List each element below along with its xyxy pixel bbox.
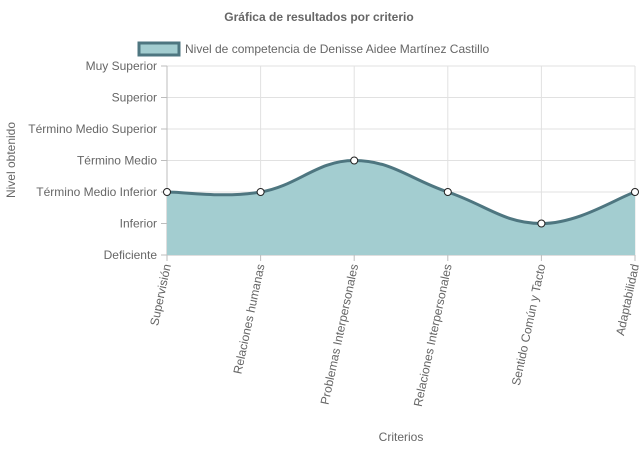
x-tick-label: Relaciones humanas (231, 263, 268, 376)
x-tick-label: Sentido Común y Tacto (509, 262, 549, 386)
legend: Nivel de competencia de Denisse Aidee Ma… (137, 41, 489, 57)
data-point[interactable] (350, 156, 359, 165)
series-area (167, 160, 635, 255)
data-point[interactable] (256, 188, 265, 196)
x-tick-label: Adaptabilidad (613, 263, 639, 337)
x-axis-label: Criterios (379, 430, 424, 444)
legend-swatch (137, 41, 181, 57)
y-tick-label: Término Medio (77, 154, 157, 168)
data-point[interactable] (163, 188, 171, 196)
y-tick-label: Deficiente (104, 248, 158, 262)
x-axis-ticks: Supervisión Relaciones humanas Problemas I… (147, 255, 639, 408)
y-tick-label: Término Medio Superior (28, 122, 157, 136)
y-tick-label: Muy Superior (86, 59, 157, 73)
data-point[interactable] (537, 219, 546, 228)
y-tick-label: Término Medio Inferior (36, 185, 157, 199)
y-axis-ticks: Deficiente Inferior Término Medio Inferior… (28, 59, 167, 262)
series-points (163, 156, 639, 228)
data-point[interactable] (443, 188, 452, 196)
y-axis-label: Nivel obtenido (4, 122, 18, 198)
legend-label: Nivel de competencia de Denisse Aidee Ma… (185, 42, 489, 56)
x-tick-label: Relaciones Interpersonales (411, 263, 455, 408)
y-tick-label: Inferior (120, 217, 157, 231)
y-tick-label: Superior (112, 91, 157, 105)
x-tick-label: Supervisión (147, 263, 174, 327)
chart-title: Gráfica de resultados por criterio (224, 10, 413, 24)
data-point[interactable] (631, 188, 639, 196)
x-tick-label: Problemas Interpersonales (318, 263, 362, 406)
